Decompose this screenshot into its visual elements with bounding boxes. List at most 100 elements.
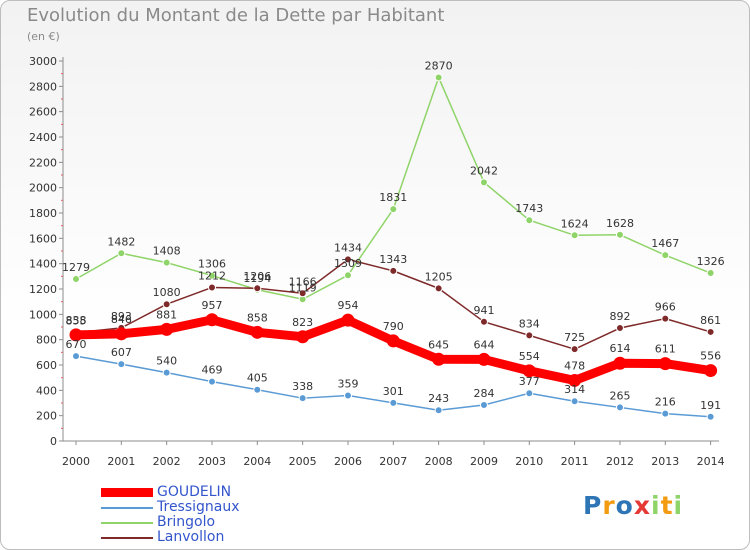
data-label-tressignaux: 338: [292, 380, 313, 393]
data-point-tressignaux: [253, 385, 262, 394]
data-point-tressignaux: [615, 403, 624, 412]
data-point-bringolo: [570, 231, 579, 240]
data-label-bringolo: 1279: [62, 261, 90, 274]
data-label-tressignaux: 607: [111, 346, 132, 359]
x-tick-label: 2008: [425, 455, 453, 468]
data-point-bringolo: [162, 258, 171, 267]
data-label-goudelin: 954: [337, 299, 358, 312]
data-label-bringolo: 2870: [425, 59, 453, 72]
y-tick-label: 1400: [29, 258, 57, 271]
data-label-lanvollon: 941: [473, 304, 494, 317]
data-label-bringolo: 1628: [606, 217, 634, 230]
legend-item-goudelin: GOUDELIN: [101, 485, 240, 500]
legend-swatch-bringolo: [101, 521, 153, 524]
data-point-goudelin: [704, 364, 718, 378]
data-point-lanvollon: [706, 327, 715, 336]
data-label-bringolo: 1831: [379, 191, 407, 204]
x-tick-label: 2004: [243, 455, 271, 468]
data-label-bringolo: 1482: [107, 235, 135, 248]
data-label-goudelin: 556: [700, 350, 721, 363]
data-point-lanvollon: [434, 284, 443, 293]
data-label-tressignaux: 243: [428, 392, 449, 405]
data-point-goudelin: [432, 352, 446, 366]
data-point-tressignaux: [207, 377, 216, 386]
data-point-bringolo: [207, 271, 216, 280]
x-tick-label: 2014: [697, 455, 725, 468]
x-tick-label: 2013: [651, 455, 679, 468]
data-label-tressignaux: 216: [655, 396, 676, 409]
data-point-goudelin: [658, 357, 672, 371]
y-tick-label: 3000: [29, 55, 57, 68]
data-point-bringolo: [343, 271, 352, 280]
x-tick-label: 2011: [561, 455, 589, 468]
data-point-tressignaux: [298, 394, 307, 403]
x-tick-label: 2007: [379, 455, 407, 468]
data-point-lanvollon: [207, 283, 216, 292]
y-tick-label: 200: [36, 410, 57, 423]
data-point-goudelin: [160, 322, 174, 336]
y-tick-label: 1000: [29, 308, 57, 321]
data-label-tressignaux: 191: [700, 399, 721, 412]
data-label-lanvollon: 966: [655, 301, 676, 314]
data-label-goudelin: 644: [473, 338, 494, 351]
data-label-lanvollon: 1205: [425, 270, 453, 283]
x-tick-label: 2001: [107, 455, 135, 468]
chart-title: Evolution du Montant de la Dette par Hab…: [27, 5, 445, 26]
y-tick-label: 600: [36, 359, 57, 372]
legend-label-goudelin: GOUDELIN: [157, 484, 232, 500]
y-tick-label: 2200: [29, 156, 57, 169]
legend-swatch-goudelin: [101, 488, 153, 497]
logo-letter: x: [633, 491, 651, 520]
logo-letter: P: [583, 491, 603, 520]
data-point-lanvollon: [479, 317, 488, 326]
y-tick-label: 2800: [29, 80, 57, 93]
data-point-goudelin: [613, 356, 627, 370]
data-label-lanvollon: 1343: [379, 253, 407, 266]
legend-item-tressignaux: Tressignaux: [101, 500, 240, 515]
data-label-bringolo: 2042: [470, 164, 498, 177]
data-label-bringolo: 1624: [561, 217, 589, 230]
y-tick-label: 1600: [29, 232, 57, 245]
data-point-lanvollon: [343, 255, 352, 264]
legend-label-bringolo: Bringolo: [157, 514, 216, 530]
data-point-lanvollon: [525, 331, 534, 340]
data-label-goudelin: 790: [383, 320, 404, 333]
data-point-bringolo: [661, 251, 670, 260]
data-point-goudelin: [568, 373, 582, 387]
data-point-tressignaux: [434, 406, 443, 415]
data-label-lanvollon: 892: [609, 310, 630, 323]
data-point-bringolo: [117, 249, 126, 258]
data-point-bringolo: [525, 216, 534, 225]
data-point-lanvollon: [661, 314, 670, 323]
data-label-lanvollon: 893: [111, 310, 132, 323]
data-label-lanvollon: 1206: [243, 270, 271, 283]
data-point-tressignaux: [661, 409, 670, 418]
data-label-tressignaux: 314: [564, 383, 585, 396]
x-tick-label: 2003: [198, 455, 226, 468]
data-label-tressignaux: 284: [473, 387, 494, 400]
data-point-goudelin: [250, 325, 264, 339]
data-point-lanvollon: [253, 284, 262, 293]
logo-letter: r: [602, 491, 616, 520]
data-label-bringolo: 1119: [289, 281, 317, 294]
y-tick-label: 2600: [29, 106, 57, 119]
data-label-goudelin: 478: [564, 359, 585, 372]
y-tick-label: 2000: [29, 182, 57, 195]
logo-letter: i: [673, 491, 684, 520]
series-line-bringolo: [75, 76, 711, 301]
data-label-goudelin: 838: [66, 314, 87, 327]
legend-item-bringolo: Bringolo: [101, 515, 240, 530]
data-label-goudelin: 858: [247, 311, 268, 324]
data-point-goudelin: [296, 330, 310, 344]
data-point-tressignaux: [72, 352, 80, 361]
data-label-tressignaux: 405: [247, 372, 268, 385]
data-label-bringolo: 1326: [697, 255, 725, 268]
data-point-goudelin: [69, 328, 83, 342]
logo-letter: i: [651, 491, 661, 520]
data-label-goudelin: 881: [156, 308, 177, 321]
data-point-goudelin: [477, 352, 491, 366]
x-tick-label: 2012: [606, 455, 634, 468]
logo-letter: o: [615, 491, 634, 520]
